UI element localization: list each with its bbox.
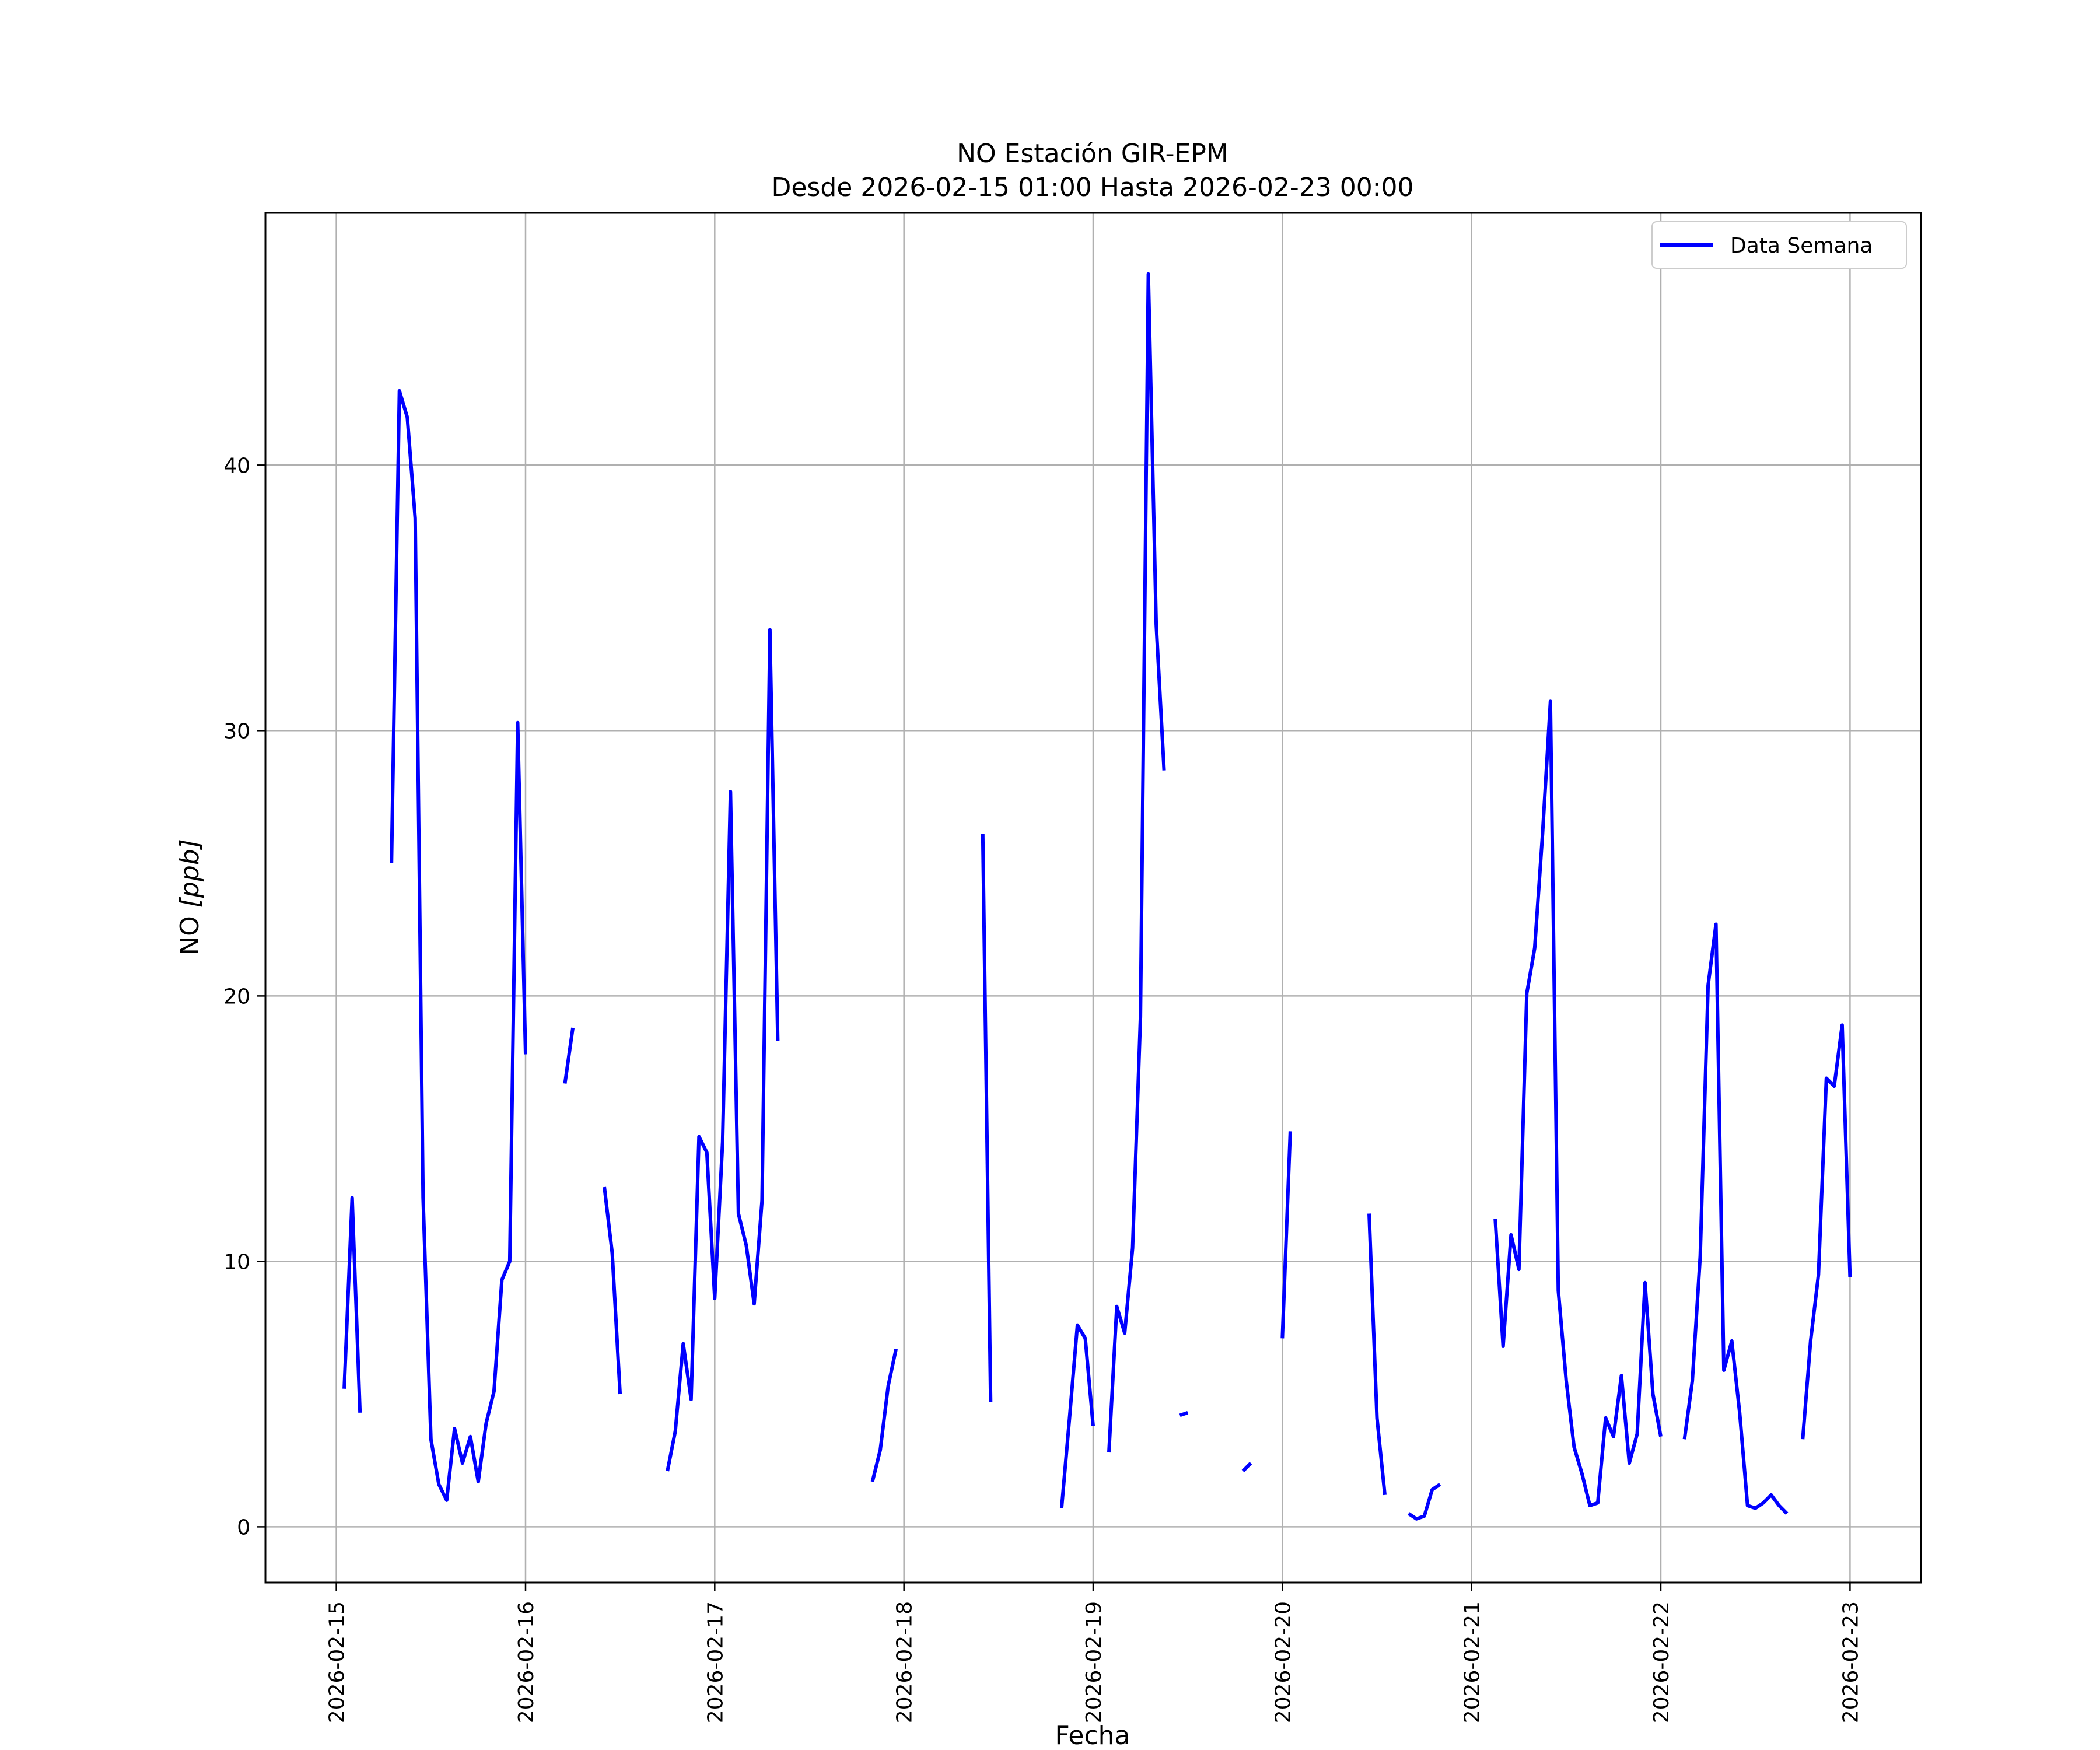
series-line-segment — [390, 388, 527, 1502]
series-line-segment — [1367, 1213, 1387, 1496]
y-tick-label: 0 — [237, 1516, 250, 1539]
y-axis-label: NO [ppb] — [175, 839, 205, 956]
y-axis: 0 10 20 30 40 — [223, 454, 265, 1539]
x-tick-label: 2026-02-22 — [1650, 1601, 1674, 1723]
legend-box — [1651, 221, 1907, 269]
series-line-segment — [1059, 1323, 1095, 1508]
legend: Data Semana — [1651, 221, 1907, 269]
series-line-segment — [342, 1196, 362, 1413]
y-axis-label-unit: [ppb] — [175, 839, 205, 908]
x-tick-label: 2026-02-15 — [326, 1601, 349, 1723]
series-line-segment — [563, 1027, 575, 1084]
y-tick-label: 40 — [223, 454, 250, 478]
x-axis-label: Fecha — [1055, 1721, 1130, 1750]
x-axis: 2026-02-15 2026-02-16 2026-02-17 2026-02-18… — [326, 1583, 1863, 1723]
chart-title: NO Estación GIR-EPM — [957, 139, 1228, 169]
x-tick-label: 2026-02-16 — [514, 1601, 538, 1723]
y-tick-label: 30 — [223, 719, 250, 743]
chart-subtitle: Desde 2026-02-15 01:00 Hasta 2026-02-23 … — [771, 173, 1413, 202]
series-line-segment — [666, 628, 780, 1472]
series-line-segment — [870, 1348, 898, 1482]
y-tick-label: 10 — [223, 1250, 250, 1274]
x-tick-label: 2026-02-18 — [893, 1601, 917, 1723]
series-line-segment — [981, 834, 993, 1402]
series-line-segment — [1407, 1483, 1441, 1521]
series-line-segment — [1280, 1131, 1292, 1339]
series-line-segment — [603, 1186, 622, 1395]
x-tick-label: 2026-02-21 — [1461, 1601, 1485, 1723]
series-line-segment — [1241, 1462, 1252, 1473]
y-tick-label: 20 — [223, 985, 250, 1009]
series-line-segment — [1107, 272, 1166, 1453]
series-line-segment — [1801, 1023, 1852, 1440]
series-line-segment — [1179, 1410, 1189, 1418]
x-tick-label: 2026-02-19 — [1082, 1601, 1106, 1723]
y-axis-label-name: NO — [175, 908, 205, 956]
legend-label-data-semana: Data Semana — [1730, 234, 1873, 258]
series-layer — [342, 272, 1852, 1521]
series-line-segment — [1493, 699, 1662, 1507]
grid-layer — [265, 213, 1921, 1583]
series-line-segment — [1682, 922, 1788, 1515]
x-tick-label: 2026-02-17 — [704, 1601, 727, 1723]
x-tick-label: 2026-02-20 — [1271, 1601, 1295, 1723]
x-tick-label: 2026-02-23 — [1839, 1601, 1863, 1723]
